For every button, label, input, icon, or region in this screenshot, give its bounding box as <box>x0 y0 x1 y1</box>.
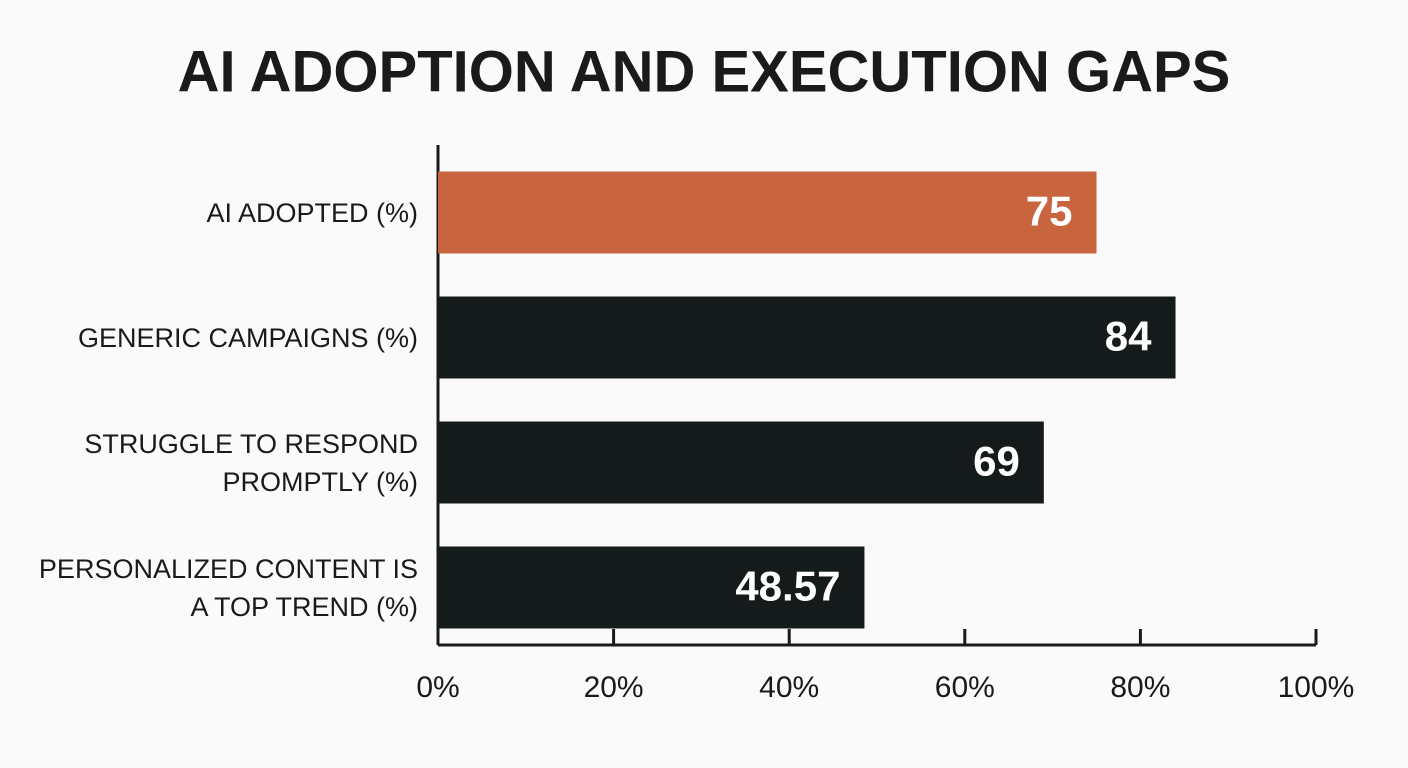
value-label: 48.57 <box>735 563 840 610</box>
bar <box>438 546 865 629</box>
chart-title: AI ADOPTION AND EXECUTION GAPS <box>178 39 1231 104</box>
bar <box>438 171 1097 254</box>
bar <box>438 421 1044 504</box>
value-label: 75 <box>1026 188 1073 235</box>
x-tick-label: 40% <box>759 671 819 704</box>
x-tick-label: 80% <box>1110 671 1170 704</box>
x-tick-label: 60% <box>935 671 995 704</box>
x-tick-label: 20% <box>584 671 644 704</box>
category-label: GENERIC CAMPAIGNS (%) <box>77 322 418 353</box>
x-tick-label: 0% <box>416 671 459 704</box>
category-label: STRUGGLE TO RESPOND PROMPTLY (%) <box>84 428 418 497</box>
category-label: AI ADOPTED (%) <box>206 197 418 228</box>
value-label: 69 <box>973 438 1020 485</box>
value-label: 84 <box>1105 313 1152 360</box>
category-label: PERSONALIZED CONTENT IS A TOP TREND (%) <box>38 553 418 622</box>
bar <box>438 296 1176 379</box>
x-tick-label: 100% <box>1278 671 1355 704</box>
